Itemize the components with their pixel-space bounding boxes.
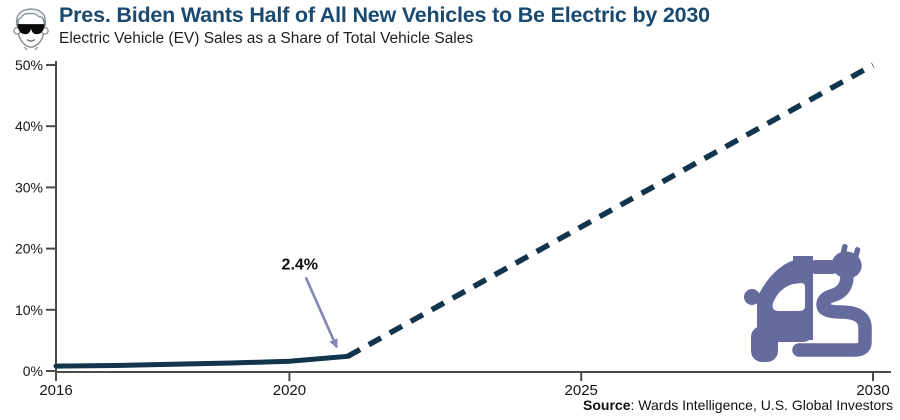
x-tick-label-2030: 2030 [856, 382, 889, 399]
chart-subtitle: Electric Vehicle (EV) Sales as a Share o… [59, 29, 474, 47]
x-tick-label-2020: 2020 [273, 382, 306, 399]
annotation-label: 2.4% [282, 256, 318, 273]
y-tick-label-50: 50% [15, 57, 43, 73]
title-block: Pres. Biden Wants Half of All New Vehicl… [59, 4, 710, 48]
y-tick-label-10: 10% [15, 302, 43, 318]
source-text: : Wards Intelligence, U.S. Global Invest… [630, 397, 893, 413]
source-note: Source: Wards Intelligence, U.S. Global … [583, 397, 893, 413]
y-tick-label-30: 30% [15, 179, 43, 195]
biden-face-icon [13, 8, 49, 51]
annotation-arrow [304, 276, 338, 349]
x-tick-label-2016: 2016 [39, 382, 72, 399]
series-line-dashed [346, 62, 875, 359]
x-tick-label-2025: 2025 [565, 382, 598, 399]
header: Pres. Biden Wants Half of All New Vehicl… [10, 4, 710, 51]
series-line-solid [53, 353, 351, 369]
chart-title: Pres. Biden Wants Half of All New Vehicl… [59, 3, 710, 27]
y-tick-label-40: 40% [15, 118, 43, 134]
y-tick-label-20: 20% [15, 241, 43, 257]
y-tick-label-0: 0% [23, 363, 43, 379]
ev-car-plug-icon [744, 243, 872, 362]
source-label: Source [583, 397, 631, 413]
